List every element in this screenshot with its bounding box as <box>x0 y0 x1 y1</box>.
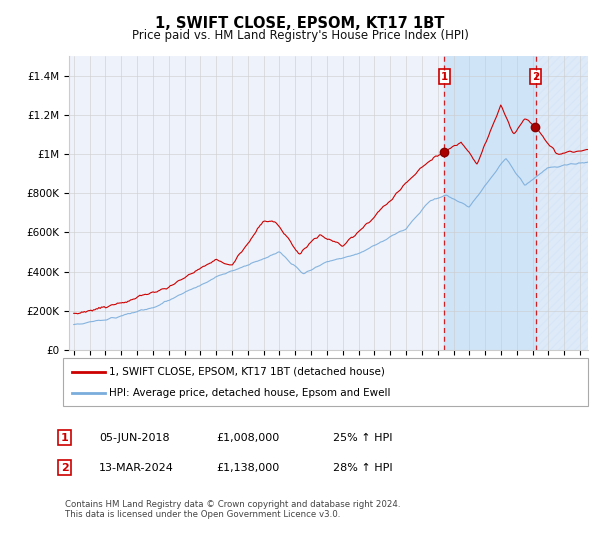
Text: 28% ↑ HPI: 28% ↑ HPI <box>333 463 392 473</box>
Text: 25% ↑ HPI: 25% ↑ HPI <box>333 433 392 443</box>
Bar <box>445 56 536 350</box>
Text: 1: 1 <box>61 433 68 443</box>
Text: 2: 2 <box>61 463 68 473</box>
Text: 13-MAR-2024: 13-MAR-2024 <box>99 463 174 473</box>
Text: Price paid vs. HM Land Registry's House Price Index (HPI): Price paid vs. HM Land Registry's House … <box>131 29 469 42</box>
Text: 1, SWIFT CLOSE, EPSOM, KT17 1BT (detached house): 1, SWIFT CLOSE, EPSOM, KT17 1BT (detache… <box>109 367 385 377</box>
Text: Contains HM Land Registry data © Crown copyright and database right 2024.
This d: Contains HM Land Registry data © Crown c… <box>65 500 400 519</box>
Text: 1, SWIFT CLOSE, EPSOM, KT17 1BT: 1, SWIFT CLOSE, EPSOM, KT17 1BT <box>155 16 445 31</box>
Text: £1,138,000: £1,138,000 <box>216 463 279 473</box>
Text: HPI: Average price, detached house, Epsom and Ewell: HPI: Average price, detached house, Epso… <box>109 388 391 398</box>
Bar <box>536 56 588 350</box>
Text: 2: 2 <box>532 72 539 82</box>
Text: 1: 1 <box>441 72 448 82</box>
Text: 05-JUN-2018: 05-JUN-2018 <box>99 433 170 443</box>
Text: £1,008,000: £1,008,000 <box>216 433 279 443</box>
